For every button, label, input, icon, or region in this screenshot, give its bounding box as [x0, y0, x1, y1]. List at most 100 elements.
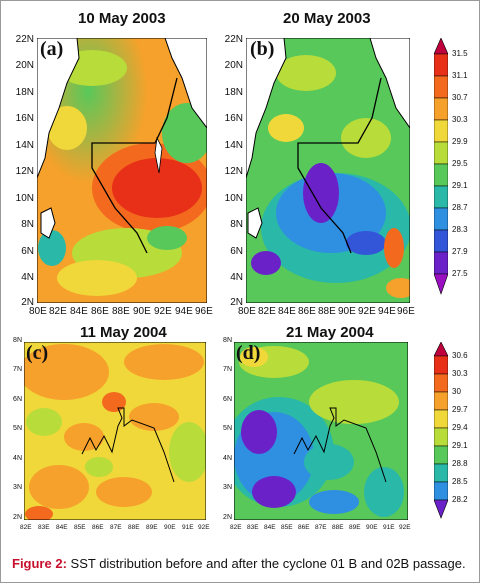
colorbar-top-label: 29.9 — [452, 137, 468, 146]
panel-c-xtick: 85E — [74, 524, 86, 531]
panel-b-ytick: 20N — [224, 60, 243, 71]
colorbar-top-label: 28.3 — [452, 225, 468, 234]
panel-c-xtick: 88E — [128, 524, 140, 531]
panel-c-xtick: 92E — [198, 524, 210, 531]
panel-a-ytick: 22N — [15, 34, 34, 45]
panel-c-xtick: 82E — [20, 524, 32, 531]
panel-b-xtick: 88E — [318, 306, 336, 317]
panel-d-xtick: 88E — [332, 524, 344, 531]
panel-c-xtick: 89E — [146, 524, 158, 531]
panel-c-label: (c) — [26, 342, 49, 364]
panel-a-map — [37, 38, 207, 303]
colorbar-bottom-label: 28.5 — [452, 477, 468, 486]
panel-a-xtick: 94E — [175, 306, 193, 317]
colorbar-top-label: 31.5 — [452, 49, 468, 58]
panel-b-xtick: 86E — [298, 306, 316, 317]
panel-a-ytick: 8N — [21, 219, 34, 230]
colorbar-top-label: 27.5 — [452, 269, 468, 278]
panel-b-xtick: 84E — [278, 306, 296, 317]
colorbar-top-label: 31.1 — [452, 71, 468, 80]
panel-c-ytick: 2N — [13, 514, 22, 521]
panel-a-xtick: 90E — [133, 306, 151, 317]
panel-a-xtick: 88E — [112, 306, 130, 317]
panel-b-xtick: 92E — [358, 306, 376, 317]
colorbar-top-label: 30.7 — [452, 93, 468, 102]
panel-a-ytick: 6N — [21, 246, 34, 257]
panel-b-ytick: 14N — [224, 140, 243, 151]
colorbar-bottom-label: 28.2 — [452, 495, 468, 504]
panel-b-ytick: 4N — [230, 272, 243, 283]
panel-d-ytick: 2N — [223, 514, 232, 521]
panel-a-ytick: 18N — [15, 87, 34, 98]
panel-d-xtick: 85E — [281, 524, 293, 531]
panel-b-ytick: 12N — [224, 166, 243, 177]
panel-a-ytick: 20N — [15, 60, 34, 71]
panel-c-ytick: 7N — [13, 366, 22, 373]
colorbar-top-label: 28.7 — [452, 203, 468, 212]
panel-b-label: (b) — [250, 38, 275, 60]
colorbar-top-label: 29.1 — [452, 181, 468, 190]
panel-c-xtick: 91E — [182, 524, 194, 531]
panel-d-xtick: 84E — [264, 524, 276, 531]
panel-d-xtick: 87E — [315, 524, 327, 531]
colorbar-bottom-label: 28.8 — [452, 459, 468, 468]
panel-b-ytick: 22N — [224, 34, 243, 45]
panel-d-ytick: 8N — [223, 337, 232, 344]
colorbar-top — [434, 38, 448, 295]
colorbar-bottom-label: 29.1 — [452, 441, 468, 450]
panel-a-xtick: 80E — [29, 306, 47, 317]
panel-a-ytick: 2N — [21, 297, 34, 308]
panel-c-ytick: 8N — [13, 337, 22, 344]
panel-d-xtick: 89E — [349, 524, 361, 531]
caption-text: SST distribution before and after the cy… — [70, 556, 466, 571]
panel-d-label: (d) — [236, 342, 261, 364]
panel-d-xtick: 82E — [230, 524, 242, 531]
panel-a-ytick: 16N — [15, 113, 34, 124]
panel-b-ytick: 2N — [230, 297, 243, 308]
panel-d-ytick: 5N — [223, 425, 232, 432]
panel-c-ytick: 5N — [13, 425, 22, 432]
panel-c-ytick: 3N — [13, 484, 22, 491]
panel-d-xtick: 86E — [298, 524, 310, 531]
panel-b-xtick: 90E — [338, 306, 356, 317]
panel-b-map — [246, 38, 410, 303]
panel-d-ytick: 6N — [223, 396, 232, 403]
panel-c-xtick: 86E — [92, 524, 104, 531]
panel-b-ytick: 10N — [224, 193, 243, 204]
panel-d-xtick: 92E — [399, 524, 411, 531]
panel-c-xtick: 87E — [110, 524, 122, 531]
panel-a-label: (a) — [40, 38, 64, 60]
panel-a-ytick: 12N — [15, 166, 34, 177]
panel-a-title: 10 May 2003 — [78, 10, 166, 27]
colorbar-top-label: 30.3 — [452, 115, 468, 124]
panel-d-map — [234, 342, 408, 520]
panel-c-title: 11 May 2004 — [80, 324, 167, 341]
colorbar-top-label: 29.5 — [452, 159, 468, 168]
colorbar-bottom-label: 29.7 — [452, 405, 468, 414]
panel-d-xtick: 83E — [247, 524, 259, 531]
colorbar-bottom-label: 29.4 — [452, 423, 468, 432]
panel-c-ytick: 4N — [13, 455, 22, 462]
figure-caption: Figure 2: SST distribution before and af… — [12, 556, 472, 571]
panel-b-xtick: 94E — [378, 306, 396, 317]
colorbar-bottom-label: 30.3 — [452, 369, 468, 378]
panel-c-xtick: 84E — [56, 524, 68, 531]
panel-d-title: 21 May 2004 — [286, 324, 374, 341]
panel-c-xtick: 90E — [164, 524, 176, 531]
caption-lead: Figure 2: — [12, 556, 67, 571]
colorbar-bottom — [434, 342, 448, 519]
panel-d-xtick: 91E — [383, 524, 395, 531]
panel-a-xtick: 96E — [195, 306, 213, 317]
colorbar-bottom-label: 30 — [452, 387, 461, 396]
panel-d-xtick: 90E — [366, 524, 378, 531]
panel-a-xtick: 92E — [154, 306, 172, 317]
panel-a-ytick: 10N — [15, 193, 34, 204]
panel-b-ytick: 8N — [230, 219, 243, 230]
panel-b-xtick: 82E — [258, 306, 276, 317]
panel-c-xtick: 83E — [38, 524, 50, 531]
panel-a-ytick: 14N — [15, 140, 34, 151]
panel-b-ytick: 18N — [224, 87, 243, 98]
panel-a-xtick: 82E — [49, 306, 67, 317]
panel-d-ytick: 7N — [223, 366, 232, 373]
panel-b-title: 20 May 2003 — [283, 10, 371, 27]
